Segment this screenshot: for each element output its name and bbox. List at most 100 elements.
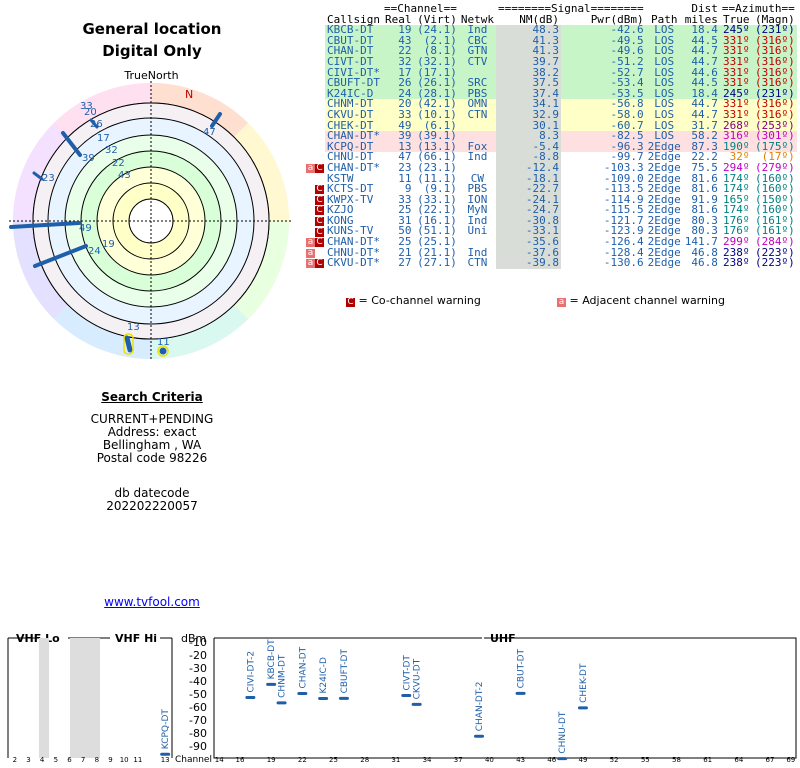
cell-virt: (21.1) bbox=[417, 245, 457, 259]
station-row: CHAN-DT* 25 (25.1) -35.6 -126.4 2Edge 141.7 299… bbox=[325, 235, 797, 249]
cell-dist: 75.5 bbox=[691, 160, 718, 174]
vhf-gap-band bbox=[70, 638, 100, 758]
cell-nm: -18.1 bbox=[495, 173, 561, 185]
cell-pwr: -58.0 bbox=[610, 107, 644, 121]
cell-virt: (24.1) bbox=[417, 23, 457, 37]
cell-path: 2Edge bbox=[647, 139, 681, 153]
cell-pwr: -96.3 bbox=[610, 139, 644, 153]
cell-true: 176º bbox=[722, 213, 750, 227]
cell-dist: 44.7 bbox=[691, 97, 718, 111]
db-datecode-label: db datecode bbox=[114, 486, 190, 500]
station-row: KZJO 25 (22.1) MyN -24.7 -115.5 2Edge 81.6 174º (… bbox=[325, 204, 797, 216]
cell-call: CHAN-DT* bbox=[327, 160, 380, 174]
cell-nm: 37.5 bbox=[495, 77, 561, 89]
vhf-channel-tick: 5 bbox=[54, 756, 58, 764]
cell-true: 245º bbox=[722, 23, 750, 37]
station-bearings bbox=[9, 112, 222, 355]
cell-virt: (25.1) bbox=[417, 235, 457, 249]
cell-real: 27 bbox=[398, 256, 412, 270]
cell-magn: (161º) bbox=[755, 224, 795, 238]
cell-pwr: -128.4 bbox=[603, 245, 644, 259]
tvfool-link[interactable]: www.tvfool.com bbox=[104, 595, 200, 609]
vhf-channel-tick: 13 bbox=[161, 756, 170, 764]
cell-call: CHNU-DT* bbox=[327, 245, 380, 259]
cell-nm: 38.2 bbox=[495, 67, 561, 79]
cell-magn: (253º) bbox=[755, 118, 795, 132]
cell-call: KUNS-TV bbox=[327, 224, 374, 238]
polar-label-11: 11 bbox=[157, 337, 170, 348]
uhf-channel-tick: 16 bbox=[236, 756, 245, 764]
cell-true: 165º bbox=[722, 192, 750, 206]
cell-pwr: -42.6 bbox=[610, 23, 644, 37]
criteria-heading: Search Criteria bbox=[101, 390, 203, 404]
cell-virt: (13.1) bbox=[417, 139, 457, 153]
cell-nm: 30.1 bbox=[495, 120, 561, 132]
adjacent-channel-legend: a = Adjacent channel warning bbox=[557, 294, 725, 307]
adjacent-channel-warning-icon: a bbox=[306, 237, 315, 248]
col-magn: (Magn) bbox=[755, 12, 795, 26]
polar-label-13: 13 bbox=[127, 322, 140, 333]
station-row: CKVU-DT 33 (10.1) CTN 32.9 -58.0 LOS 44.7 331º (3… bbox=[325, 107, 797, 121]
cell-real: 20 bbox=[398, 97, 412, 111]
cell-true: 238º bbox=[722, 256, 750, 270]
cell-virt: (10.1) bbox=[417, 107, 457, 121]
cell-call: CHAN-DT* bbox=[327, 235, 380, 249]
cell-call: CIVI-DT* bbox=[327, 65, 380, 79]
cell-real: 33 bbox=[398, 192, 412, 206]
cell-nm: 37.4 bbox=[495, 88, 561, 100]
cell-virt: (17.1) bbox=[417, 65, 457, 79]
cell-real: 32 bbox=[398, 54, 412, 68]
cell-nm: -37.6 bbox=[495, 247, 561, 259]
cell-nm: -24.1 bbox=[495, 194, 561, 206]
cell-magn: (279º) bbox=[755, 160, 795, 174]
vhf-channel-tick: 6 bbox=[67, 756, 72, 764]
cell-virt: (27.1) bbox=[417, 256, 457, 270]
station-marker-label: KCPQ-DT bbox=[161, 709, 171, 750]
cell-nm: 32.9 bbox=[495, 109, 561, 121]
cell-virt: (9.1) bbox=[423, 182, 457, 196]
cell-true: 174º bbox=[722, 182, 750, 196]
cell-magn: (160º) bbox=[755, 182, 795, 196]
cell-dist: 44.7 bbox=[691, 54, 718, 68]
polar-label-49: 49 bbox=[79, 223, 92, 234]
station-marker-label: KBCB-DT bbox=[267, 639, 277, 680]
cell-pwr: -49.6 bbox=[610, 44, 644, 58]
cell-pwr: -49.5 bbox=[610, 33, 644, 47]
cell-virt: (16.1) bbox=[417, 213, 457, 227]
cell-call: CIVT-DT bbox=[327, 54, 374, 68]
cell-dist: 141.7 bbox=[684, 235, 718, 249]
cell-real: 50 bbox=[398, 224, 412, 238]
vhf-channel-tick: 4 bbox=[40, 756, 45, 764]
adjacent-channel-warning-icon: a bbox=[306, 247, 315, 258]
cell-magn: (316º) bbox=[755, 44, 795, 58]
cell-true: 331º bbox=[722, 97, 750, 111]
cell-magn: (231º) bbox=[755, 23, 795, 37]
co-channel-legend: C = Co-channel warning bbox=[346, 294, 481, 307]
cell-real: 13 bbox=[398, 139, 412, 153]
cell-nm: 41.3 bbox=[495, 35, 561, 47]
cell-call: KBCB-DT bbox=[327, 23, 374, 37]
uhf-channel-tick: 25 bbox=[329, 756, 338, 764]
station-marker-label: CHAN-DT bbox=[298, 646, 308, 688]
cell-nm: -30.8 bbox=[495, 215, 561, 227]
cell-virt: (11.1) bbox=[417, 171, 457, 185]
cell-true: 245º bbox=[722, 86, 750, 100]
station-marker-label: CHEK-DT bbox=[579, 663, 589, 703]
cell-path: LOS bbox=[654, 107, 675, 121]
cell-net: Uni bbox=[467, 224, 488, 238]
polar-labels: 33 20 26 17 32 22 43 47 39 23 49 24 19 1… bbox=[42, 101, 216, 348]
station-row: CBUFT-DT 26 (26.1) SRC 37.5 -53.4 LOS 44.5 331º (… bbox=[325, 77, 797, 89]
co-channel-warning-icon: C bbox=[315, 163, 324, 173]
col-nm: NM(dB) bbox=[519, 12, 559, 26]
cell-net: Ind bbox=[467, 213, 488, 227]
cell-magn: (316º) bbox=[755, 33, 795, 47]
signal-group-header: ========Signal======== bbox=[497, 2, 644, 15]
polar-label-33: 33 bbox=[80, 101, 93, 112]
cell-pwr: -103.3 bbox=[603, 160, 644, 174]
cell-real: 43 bbox=[398, 33, 412, 47]
cell-true: 176º bbox=[722, 224, 750, 238]
station-marker bbox=[338, 696, 349, 700]
cell-magn: (150º) bbox=[755, 192, 795, 206]
cell-nm: -33.1 bbox=[495, 226, 561, 238]
cell-call: CHAN-DT bbox=[327, 44, 374, 58]
